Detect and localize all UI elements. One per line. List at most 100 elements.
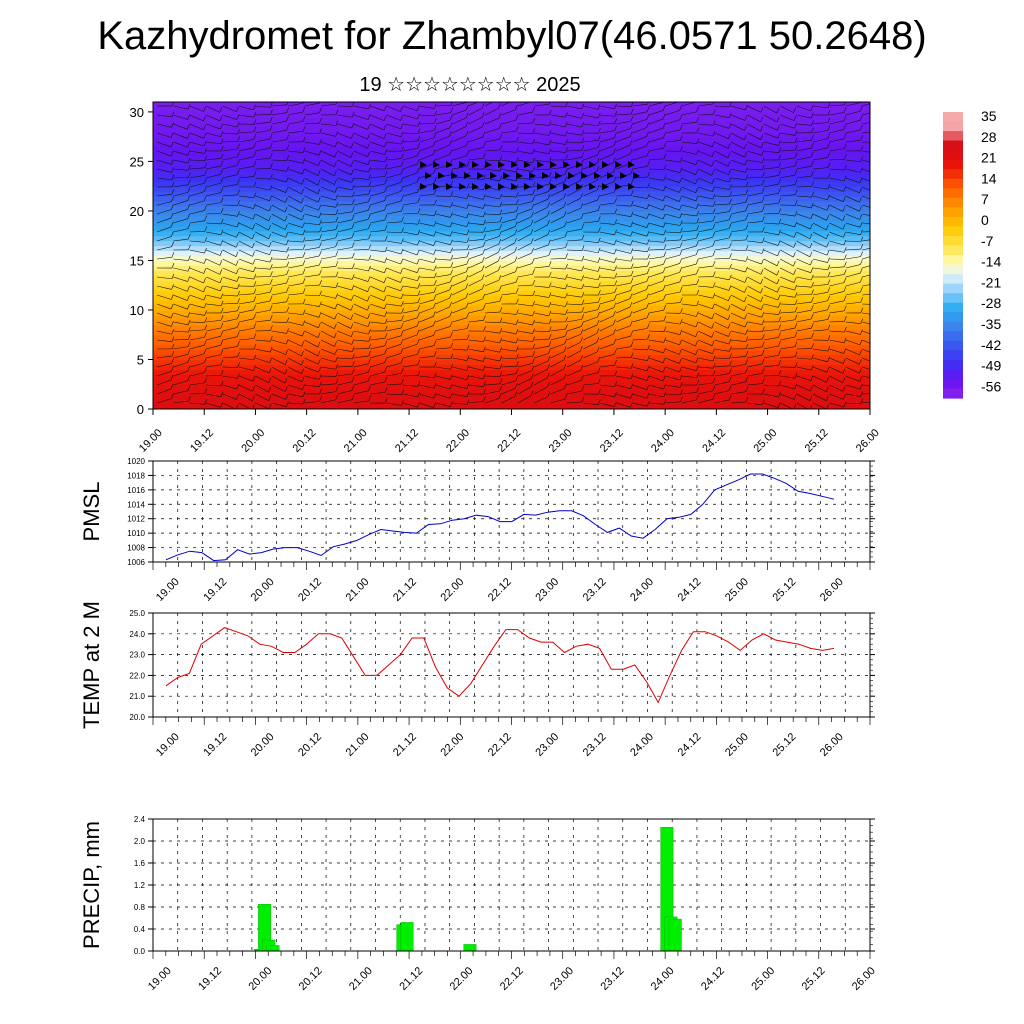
wind-barb-tick: [433, 132, 437, 139]
wind-barb-tick: [483, 219, 486, 225]
wind-barb-tick: [302, 298, 306, 304]
wind-barb: [337, 228, 353, 233]
wind-barb-tick: [811, 120, 814, 126]
wind-barb-tick: [367, 321, 371, 327]
wind-barb: [862, 103, 870, 107]
wind-barb-tick: [597, 112, 601, 119]
wind-barb: [698, 132, 713, 137]
y-tick-label: 1006: [127, 558, 145, 567]
wind-barb: [550, 141, 566, 145]
wind-barb: [206, 202, 222, 206]
wind-barb: [616, 346, 632, 350]
x-tick-label: 23.00: [548, 965, 576, 993]
wind-barb: [501, 226, 516, 233]
wind-barb: [501, 396, 515, 404]
wind-barb: [255, 402, 270, 409]
wind-barb-tick: [269, 256, 273, 263]
wind-barb-tick: [417, 128, 421, 134]
wind-barb: [616, 325, 631, 332]
wind-barb: [288, 102, 304, 107]
wind-barb: [271, 339, 287, 345]
wind-barb-tick: [614, 280, 618, 286]
wind-barb: [304, 177, 318, 186]
wind-barb-tick: [532, 336, 536, 342]
wind-barb: [222, 249, 237, 257]
wind-barb: [747, 221, 763, 224]
wind-barb: [435, 144, 450, 152]
wind-barb-tick: [877, 396, 879, 401]
wind-barb: [829, 249, 845, 253]
temperature-band: [153, 126, 870, 133]
wind-barb: [468, 366, 484, 371]
wind-barb: [206, 105, 220, 113]
wind-barb-tick: [449, 311, 453, 317]
wind-barb-tick: [695, 159, 699, 165]
wind-barb-tick: [285, 386, 288, 392]
wind-barb-tick: [483, 174, 486, 180]
wind-barb: [173, 330, 189, 333]
wind-barb-tick: [236, 383, 240, 390]
wind-barb: [435, 357, 451, 359]
wind-barb: [730, 312, 745, 320]
wind-barb-tick: [188, 327, 191, 333]
wind-barb: [616, 315, 631, 323]
wind-barb: [419, 345, 435, 350]
wind-barb-tick: [433, 265, 437, 271]
wind-barb: [714, 177, 730, 183]
wind-barb-tick: [810, 375, 814, 381]
x-tick-label: 22.00: [438, 731, 466, 759]
x-tick-label: 23.00: [547, 427, 575, 455]
wind-barb: [534, 285, 550, 288]
wind-barb-tick: [842, 386, 846, 392]
wind-barb-tick: [581, 145, 585, 151]
wind-barb: [271, 149, 287, 152]
wind-barb: [386, 191, 401, 197]
wind-barb: [484, 366, 500, 370]
wind-barb: [255, 384, 269, 393]
wind-barb: [730, 391, 746, 395]
wind-barb: [845, 119, 861, 125]
wind-barb: [419, 231, 434, 237]
wind-barb: [829, 129, 845, 134]
wind-barb: [337, 141, 352, 149]
wind-barb: [534, 330, 550, 332]
wind-barb-tick: [629, 311, 633, 317]
temperature-band: [153, 280, 870, 286]
wind-barb-tick: [253, 288, 257, 294]
wind-barb-tick: [450, 262, 454, 268]
wind-barb-tick: [482, 95, 484, 100]
wind-barb-tick: [253, 151, 256, 157]
wind-barb: [501, 130, 517, 134]
wind-barb-tick: [876, 196, 878, 201]
wind-barb: [255, 121, 271, 125]
wind-barb: [222, 184, 238, 188]
wind-barb-tick: [778, 162, 781, 168]
wind-barb: [419, 154, 434, 161]
wind-barb-tick: [762, 378, 765, 384]
wind-barb-tick: [515, 95, 517, 100]
wind-barb-tick: [565, 130, 568, 137]
wind-barb: [435, 267, 451, 269]
wind-barb-tick: [843, 175, 847, 181]
wind-barb: [812, 195, 828, 201]
colorbar-segment: [943, 283, 963, 294]
wind-barb-tick: [286, 107, 289, 113]
wind-barb-tick: [810, 151, 814, 158]
wind-barb: [468, 157, 484, 161]
wind-barb: [468, 298, 483, 305]
wind-barb-tick: [729, 102, 732, 108]
wind-barb-tick: [662, 213, 666, 220]
wind-barb: [845, 204, 860, 212]
wind-barb-tick: [695, 331, 698, 337]
wind-barb-tick: [417, 370, 421, 376]
wind-barb: [780, 240, 794, 248]
wind-barb-tick: [219, 260, 223, 266]
wind-barb-tick: [335, 194, 338, 201]
wind-barb: [484, 243, 499, 251]
wind-barb-tick: [580, 345, 583, 352]
wind-barb: [402, 317, 418, 323]
x-tick-label: 24.00: [628, 731, 656, 759]
wind-barb: [189, 321, 205, 323]
wind-barb-tick: [417, 229, 421, 235]
wind-barb: [468, 279, 483, 287]
